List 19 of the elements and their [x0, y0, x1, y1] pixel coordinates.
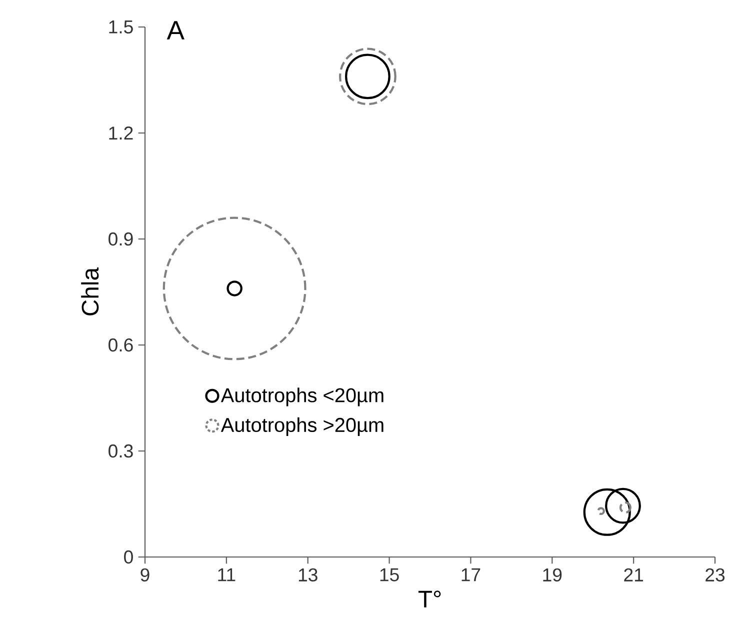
x-tick-label: 21 — [624, 568, 644, 582]
x-tick-label: 17 — [462, 568, 480, 582]
y-tick-label: 0.9 — [108, 232, 133, 246]
y-tick-label: 1.5 — [109, 20, 133, 34]
annotation: A — [166, 21, 184, 40]
x-tick-label: 9 — [140, 568, 150, 582]
legend-label: Autotrophs >20µm — [220, 417, 384, 436]
x-tick-label: 19 — [543, 568, 562, 582]
y-tick-label: 0.3 — [108, 444, 133, 458]
x-tick-label: 15 — [380, 568, 399, 582]
x-tick-label: 11 — [218, 568, 236, 582]
x-axis-title: T° — [418, 590, 441, 608]
legend-label: Autotrophs <20µm — [220, 388, 384, 406]
x-tick-label: 13 — [298, 568, 318, 582]
y-tick-label: 1.2 — [109, 126, 133, 140]
y-tick-label: 0.6 — [108, 338, 133, 352]
y-tick-label: 0 — [124, 550, 133, 564]
y-axis-title: Chla — [81, 267, 99, 316]
x-tick-label: 23 — [706, 568, 725, 582]
